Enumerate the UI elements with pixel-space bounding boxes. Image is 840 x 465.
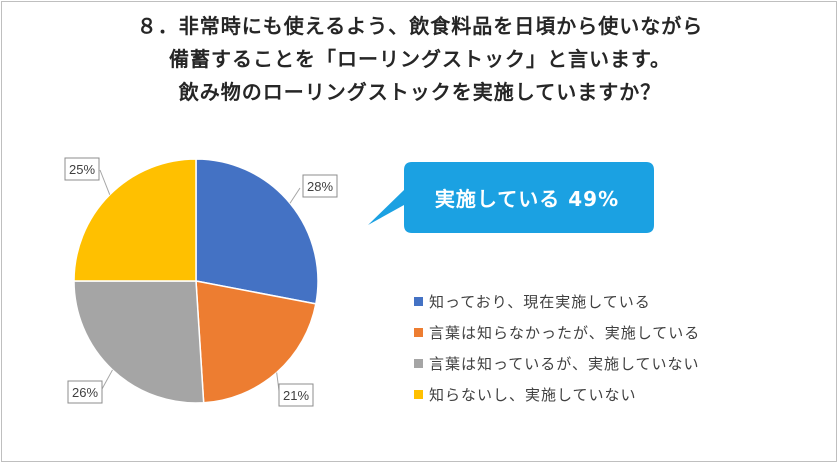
legend-label: 知っており、現在実施している <box>429 293 651 311</box>
chart-legend: 知っており、現在実施している言葉は知らなかったが、実施している 言葉は知っているが… <box>414 286 700 410</box>
leader-line <box>101 369 113 390</box>
title-line-2: 備蓄することを「ローリングストック」と言います。 <box>169 47 671 71</box>
data-label-text: 25% <box>69 162 95 177</box>
leader-line <box>99 169 111 195</box>
data-label-text: 21% <box>283 388 309 403</box>
data-label: 21% <box>278 383 314 407</box>
data-label: 25% <box>64 157 100 181</box>
callout-text: 実施している 49% <box>434 186 620 211</box>
legend-label: 知らないし、実施していない <box>429 386 637 404</box>
legend-swatch <box>414 297 423 306</box>
pie-slice <box>73 280 205 404</box>
legend-item: 知っており、現在実施している <box>414 286 700 317</box>
legend-item: 言葉は知らなかったが、実施している <box>414 317 700 348</box>
pie-slice <box>73 158 197 282</box>
title-line-1: ８．非常時にも使えるよう、飲食料品を日頃から使いながら <box>136 14 704 38</box>
data-label-text: 26% <box>72 385 98 400</box>
data-label: 28% <box>302 174 338 198</box>
title-line-3: 飲み物のローリングストックを実施していますか？ <box>178 80 662 104</box>
data-label: 26% <box>67 380 103 404</box>
legend-swatch <box>414 359 423 368</box>
legend-swatch <box>414 328 423 337</box>
leader-line <box>289 187 301 204</box>
legend-swatch <box>414 390 423 399</box>
legend-item: 知らないし、実施していない <box>414 379 700 410</box>
callout-bubble <box>368 162 654 233</box>
legend-label: 言葉は知らなかったが、実施している <box>429 324 701 342</box>
legend-label: 言葉は知っているが、実施していない <box>429 355 700 373</box>
chart-title: ８．非常時にも使えるよう、飲食料品を日頃から使いながら 備蓄することを「ローリン… <box>0 10 840 109</box>
legend-item: 言葉は知っているが、実施していない <box>414 348 700 379</box>
data-label-text: 28% <box>307 179 333 194</box>
pie-slice <box>195 158 319 305</box>
